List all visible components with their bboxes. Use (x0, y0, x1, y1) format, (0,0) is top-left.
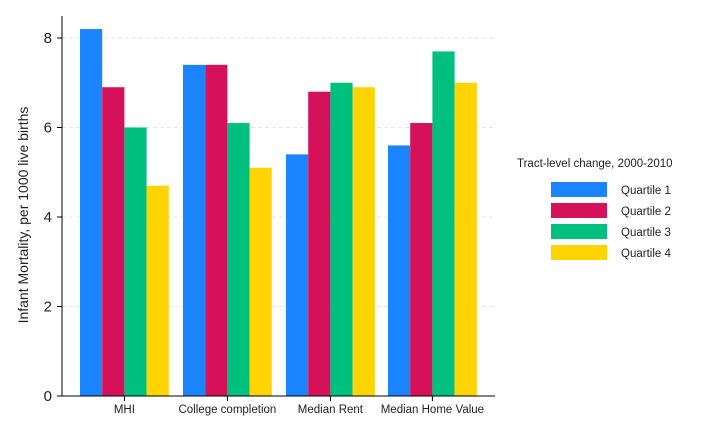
y-tick-label-4: 4 (44, 209, 52, 226)
legend-swatch-q1 (551, 182, 607, 197)
legend-label-q3: Quartile 3 (621, 227, 671, 239)
bar-college-completion-q4 (249, 167, 272, 396)
bar-median-rent-q1 (286, 154, 309, 396)
legend-label-q2: Quartile 2 (621, 206, 671, 218)
legend-swatch-q4 (551, 245, 607, 260)
bar-median-home-value-q1 (388, 145, 411, 396)
y-ticks: 0 2 4 6 8 (44, 30, 62, 405)
bar-median-rent-q4 (352, 87, 375, 396)
bar-median-home-value-q3 (432, 51, 455, 397)
bar-mhi-q1 (80, 29, 103, 397)
y-axis-title: Infant Mortality, per 1000 live births (15, 107, 31, 324)
bar-college-completion-q2 (205, 64, 228, 396)
legend: Tract-level change, 2000-2010 Quartile 1… (517, 158, 673, 260)
legend-swatch-q3 (551, 224, 607, 239)
bar-college-completion-q1 (183, 64, 206, 396)
bar-median-home-value-q2 (410, 123, 433, 396)
bar-mhi-q3 (124, 127, 147, 396)
legend-swatch-q2 (551, 203, 607, 218)
bar-median-rent-q3 (330, 82, 353, 396)
legend-title: Tract-level change, 2000-2010 (517, 158, 673, 170)
bar-mhi-q4 (146, 185, 169, 396)
bar-mhi-q2 (102, 87, 125, 396)
legend-label-q1: Quartile 1 (621, 185, 671, 197)
y-tick-label-0: 0 (44, 388, 52, 405)
x-category-label: MHI (114, 404, 135, 416)
bar-college-completion-q3 (227, 123, 250, 396)
y-tick-label-6: 6 (44, 120, 52, 137)
x-category-labels: MHI College completion Median Rent Median H… (114, 396, 484, 416)
bar-median-home-value-q4 (454, 82, 477, 396)
legend-items: Quartile 1 Quartile 2 Quartile 3 Quartile 4 (551, 182, 671, 260)
x-category-label: Median Rent (298, 404, 364, 416)
y-tick-label-2: 2 (44, 299, 52, 316)
bar-median-rent-q2 (308, 91, 331, 396)
y-tick-label-8: 8 (44, 30, 52, 47)
legend-label-q4: Quartile 4 (621, 248, 671, 260)
bars-layer (80, 29, 477, 397)
x-category-label: Median Home Value (381, 404, 484, 416)
x-category-label: College completion (178, 404, 276, 416)
